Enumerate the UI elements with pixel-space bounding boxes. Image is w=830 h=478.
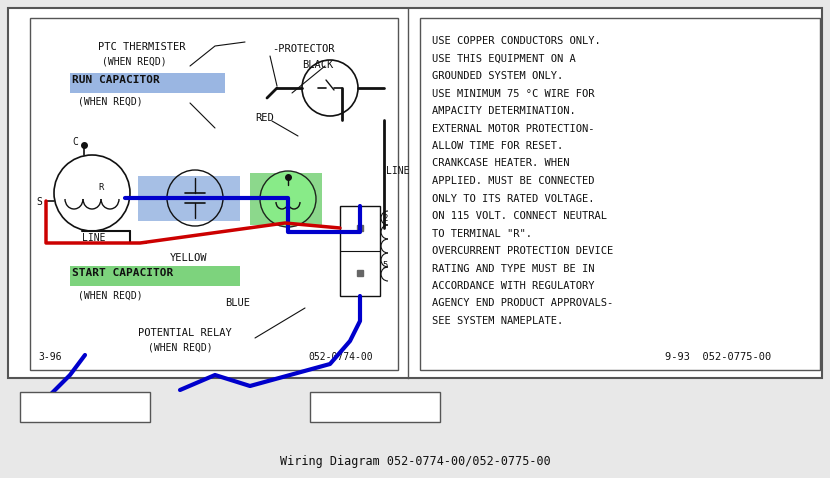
Text: GROUNDED SYSTEM ONLY.: GROUNDED SYSTEM ONLY. — [432, 71, 564, 81]
Text: 9-93  052-0775-00: 9-93 052-0775-00 — [665, 352, 771, 362]
Text: Wiring Diagram 052-0774-00/052-0775-00: Wiring Diagram 052-0774-00/052-0775-00 — [280, 455, 550, 468]
Text: S: S — [36, 197, 42, 207]
Text: USE THIS EQUIPMENT ON A: USE THIS EQUIPMENT ON A — [432, 54, 576, 64]
Bar — [8, 8, 822, 378]
Text: USE MINIMUM 75 °C WIRE FOR: USE MINIMUM 75 °C WIRE FOR — [432, 88, 594, 98]
Bar — [20, 392, 150, 422]
Text: 3-96: 3-96 — [38, 352, 61, 362]
Bar — [310, 392, 440, 422]
Text: POTENTIAL RELAY: POTENTIAL RELAY — [138, 328, 232, 338]
Text: APPLIED. MUST BE CONNECTED: APPLIED. MUST BE CONNECTED — [432, 176, 594, 186]
Text: 2: 2 — [382, 214, 388, 223]
Text: ALLOW TIME FOR RESET.: ALLOW TIME FOR RESET. — [432, 141, 564, 151]
Bar — [70, 266, 240, 286]
Text: LINE: LINE — [82, 233, 105, 243]
Text: -PROTECTOR: -PROTECTOR — [272, 44, 334, 54]
Text: RUN CAPACITOR: RUN CAPACITOR — [72, 75, 159, 85]
Text: ONLY TO ITS RATED VOLTAGE.: ONLY TO ITS RATED VOLTAGE. — [432, 194, 594, 204]
Bar — [138, 176, 240, 221]
Circle shape — [260, 171, 316, 227]
Text: AGENCY END PRODUCT APPROVALS-: AGENCY END PRODUCT APPROVALS- — [432, 298, 613, 308]
Text: 052-0774-00: 052-0774-00 — [308, 352, 373, 362]
Bar — [70, 73, 225, 93]
Text: R: R — [98, 183, 104, 192]
Bar — [250, 173, 322, 225]
Text: External Power in: External Power in — [26, 398, 124, 408]
Text: 5: 5 — [382, 261, 388, 270]
Text: PTC THERMISTER: PTC THERMISTER — [98, 42, 185, 52]
Text: RED: RED — [255, 113, 274, 123]
Text: SEE SYSTEM NAMEPLATE.: SEE SYSTEM NAMEPLATE. — [432, 316, 564, 326]
Text: CRANKCASE HEATER. WHEN: CRANKCASE HEATER. WHEN — [432, 159, 569, 169]
Text: START CAPACITOR: START CAPACITOR — [72, 268, 173, 278]
Text: External Power in: External Power in — [316, 398, 413, 408]
Text: ON 115 VOLT. CONNECT NEUTRAL: ON 115 VOLT. CONNECT NEUTRAL — [432, 211, 607, 221]
Text: AMPACITY DETERMINATION.: AMPACITY DETERMINATION. — [432, 106, 576, 116]
Text: USE COPPER CONDUCTORS ONLY.: USE COPPER CONDUCTORS ONLY. — [432, 36, 601, 46]
Text: EXTERNAL MOTOR PROTECTION-: EXTERNAL MOTOR PROTECTION- — [432, 123, 594, 133]
Text: ACCORDANCE WITH REGULATORY: ACCORDANCE WITH REGULATORY — [432, 281, 594, 291]
Text: RATING AND TYPE MUST BE IN: RATING AND TYPE MUST BE IN — [432, 263, 594, 273]
Bar — [340, 206, 380, 296]
Text: (WHEN REQD): (WHEN REQD) — [102, 56, 167, 66]
Text: YELLOW: YELLOW — [170, 253, 208, 263]
Text: OVERCURRENT PROTECTION DEVICE: OVERCURRENT PROTECTION DEVICE — [432, 246, 613, 256]
Text: (WHEN REQD): (WHEN REQD) — [78, 96, 143, 106]
Text: (WHEN REQD): (WHEN REQD) — [148, 343, 212, 353]
Text: LINE: LINE — [386, 166, 409, 176]
Text: BLUE: BLUE — [225, 298, 250, 308]
Text: BLACK: BLACK — [302, 60, 334, 70]
Text: (WHEN REQD): (WHEN REQD) — [78, 290, 143, 300]
Text: TO TERMINAL "R".: TO TERMINAL "R". — [432, 228, 532, 239]
Bar — [420, 18, 820, 370]
Bar — [30, 18, 398, 370]
Text: C: C — [72, 137, 78, 147]
